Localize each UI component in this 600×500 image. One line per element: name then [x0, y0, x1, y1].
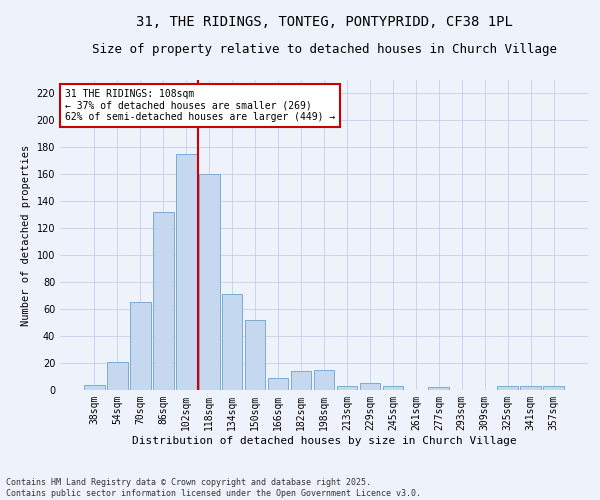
Bar — [107, 362, 128, 390]
Bar — [268, 378, 289, 390]
Bar — [245, 320, 265, 390]
Bar — [497, 386, 518, 390]
Bar — [428, 388, 449, 390]
Bar — [359, 384, 380, 390]
Text: Size of property relative to detached houses in Church Village: Size of property relative to detached ho… — [91, 42, 557, 56]
Bar — [199, 174, 220, 390]
Bar — [290, 371, 311, 390]
X-axis label: Distribution of detached houses by size in Church Village: Distribution of detached houses by size … — [131, 436, 517, 446]
Text: 31, THE RIDINGS, TONTEG, PONTYPRIDD, CF38 1PL: 31, THE RIDINGS, TONTEG, PONTYPRIDD, CF3… — [136, 15, 512, 29]
Bar — [337, 386, 358, 390]
Bar — [84, 384, 104, 390]
Bar — [383, 386, 403, 390]
Bar — [222, 294, 242, 390]
Bar — [153, 212, 173, 390]
Text: Contains HM Land Registry data © Crown copyright and database right 2025.
Contai: Contains HM Land Registry data © Crown c… — [6, 478, 421, 498]
Bar — [314, 370, 334, 390]
Bar — [176, 154, 197, 390]
Bar — [544, 386, 564, 390]
Y-axis label: Number of detached properties: Number of detached properties — [21, 144, 31, 326]
Text: 31 THE RIDINGS: 108sqm
← 37% of detached houses are smaller (269)
62% of semi-de: 31 THE RIDINGS: 108sqm ← 37% of detached… — [65, 90, 335, 122]
Bar — [130, 302, 151, 390]
Bar — [520, 386, 541, 390]
